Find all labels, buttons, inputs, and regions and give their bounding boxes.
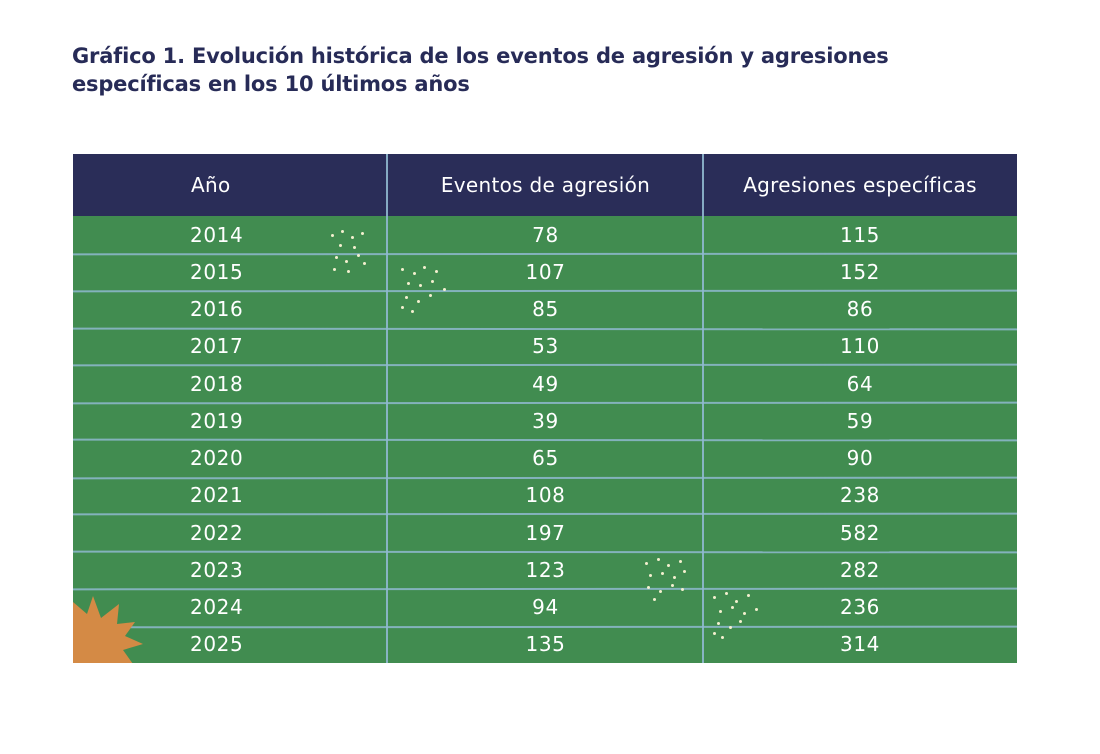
cell-aggressions: 282 — [840, 557, 880, 582]
cell-events: 78 — [532, 222, 559, 247]
row-divider — [73, 289, 1017, 292]
column-header-events: Eventos de agresión — [440, 173, 651, 197]
column-header-year: Año — [191, 173, 231, 197]
column-divider-1 — [386, 154, 388, 663]
cell-year: 2020 — [190, 446, 244, 471]
cell-events: 107 — [525, 259, 566, 284]
cell-events: 135 — [525, 632, 566, 657]
chart-title-line-1: Gráfico 1. Evolución histórica de los ev… — [72, 44, 889, 68]
cell-aggressions: 115 — [840, 222, 880, 247]
chart-title-line-2: específicas en los 10 últimos años — [72, 72, 470, 96]
cell-year: 2016 — [190, 297, 244, 322]
cell-year: 2021 — [190, 483, 244, 508]
cell-year: 2018 — [190, 371, 244, 396]
cell-year: 2024 — [190, 595, 244, 620]
cell-year: 2019 — [190, 408, 244, 433]
row-divider — [73, 587, 1017, 590]
starburst-decoration — [73, 596, 143, 663]
cell-aggressions: 236 — [840, 595, 880, 620]
cell-aggressions: 59 — [846, 408, 874, 433]
cell-events: 85 — [532, 297, 559, 322]
cell-year: 2025 — [190, 632, 244, 657]
cell-year: 2023 — [190, 557, 244, 582]
cell-aggressions: 64 — [846, 371, 874, 396]
cell-events: 108 — [525, 483, 566, 508]
cell-events: 49 — [532, 371, 559, 396]
column-header-aggressions: Agresiones específicas — [743, 173, 977, 197]
cell-events: 65 — [532, 446, 559, 471]
table-header-row: Año Eventos de agresión Agresiones espec… — [73, 154, 1017, 216]
cell-year: 2022 — [190, 520, 244, 545]
cell-aggressions: 86 — [846, 297, 874, 322]
column-divider-2 — [702, 154, 704, 663]
cell-events: 197 — [525, 520, 566, 545]
row-divider — [73, 625, 1017, 629]
row-divider — [73, 438, 1017, 441]
cell-year: 2014 — [190, 222, 244, 247]
starburst-shape — [73, 596, 143, 663]
cell-year: 2015 — [190, 259, 244, 284]
row-divider — [73, 476, 1017, 480]
cell-year: 2017 — [190, 334, 244, 359]
chart-title: Gráfico 1. Evolución histórica de los ev… — [72, 42, 892, 98]
cell-aggressions: 90 — [846, 446, 874, 471]
cell-events: 39 — [532, 408, 559, 433]
cell-aggressions: 110 — [840, 334, 880, 359]
cell-events: 94 — [532, 595, 559, 620]
cell-events: 123 — [525, 557, 566, 582]
cell-aggressions: 152 — [840, 259, 880, 284]
cell-aggressions: 582 — [840, 520, 880, 545]
cell-events: 53 — [532, 334, 559, 359]
data-table: Año Eventos de agresión Agresiones espec… — [73, 154, 1017, 663]
cell-aggressions: 314 — [840, 632, 880, 657]
cell-aggressions: 238 — [840, 483, 880, 508]
